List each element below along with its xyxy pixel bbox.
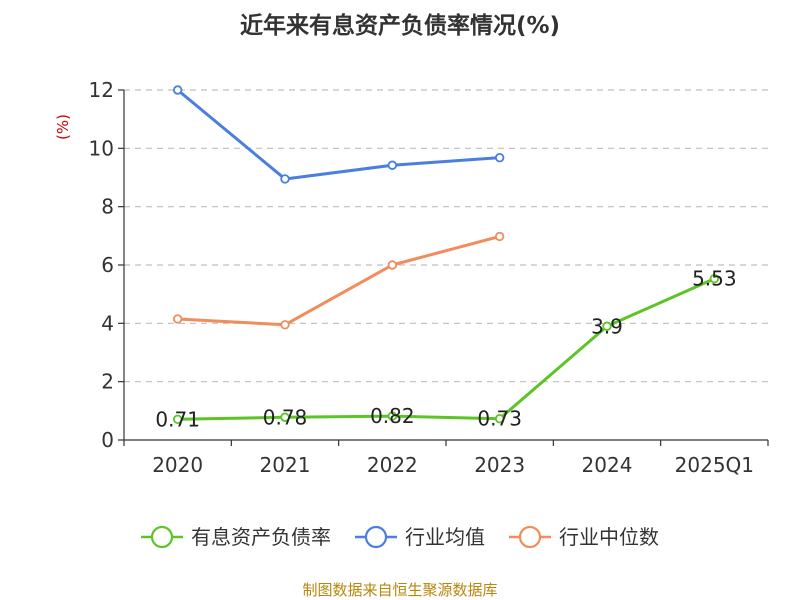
- data-label: 3.9: [591, 314, 623, 338]
- data-point: [709, 274, 720, 284]
- series-line: [176, 88, 502, 181]
- y-tick-label: 6: [101, 253, 114, 277]
- data-point: [280, 320, 290, 330]
- y-tick-label: 0: [101, 428, 114, 452]
- legend-swatch-marker: [518, 525, 542, 549]
- legend-swatch-marker: [150, 525, 174, 549]
- axes: 0 2 4 6 8 10 12 2020 2021 2022 2023 2024 2025Q1: [89, 78, 769, 477]
- data-point: [280, 174, 290, 184]
- series-lines: [172, 85, 720, 424]
- legend-item: 有息资产负债率: [141, 525, 331, 549]
- legend-item: 行业中位数: [509, 525, 659, 549]
- data-label: 0.71: [155, 407, 200, 431]
- x-tick-label: 2021: [260, 453, 311, 477]
- y-axis-unit: (%): [54, 114, 72, 140]
- data-point: [172, 85, 183, 95]
- x-tick-label: 2025Q1: [675, 453, 754, 477]
- data-point: [602, 321, 612, 331]
- data-label: 0.78: [263, 405, 308, 429]
- y-tick-label: 8: [101, 195, 114, 219]
- series-line: [176, 234, 502, 327]
- legend: 有息资产负债率 行业均值 行业中位数: [141, 525, 659, 549]
- data-label: 5.53: [692, 267, 737, 291]
- data-point: [387, 160, 398, 170]
- legend-swatch-marker: [364, 525, 388, 549]
- data-label: 0.82: [370, 404, 415, 428]
- x-tick-label: 2022: [367, 453, 418, 477]
- source-note: 制图数据来自恒生聚源数据库: [302, 581, 497, 599]
- data-labels: 0.71 0.78 0.82 0.73 3.9 5.53: [155, 267, 736, 432]
- data-point: [280, 412, 290, 422]
- x-tick-label: 2024: [582, 453, 633, 477]
- series-line: [176, 277, 716, 421]
- x-tick-label: 2023: [474, 453, 525, 477]
- data-point: [387, 260, 398, 270]
- y-tick-label: 2: [101, 370, 114, 394]
- data-point: [387, 411, 398, 421]
- data-point: [172, 414, 183, 424]
- y-tick-label: 10: [89, 136, 114, 160]
- data-label: 0.73: [477, 407, 522, 431]
- x-tick-label: 2020: [152, 453, 203, 477]
- data-point: [494, 152, 505, 163]
- legend-item: 行业均值: [355, 525, 485, 549]
- legend-label: 行业中位数: [559, 525, 659, 549]
- legend-label: 行业均值: [405, 525, 485, 549]
- data-point: [172, 314, 183, 324]
- data-point: [494, 414, 505, 424]
- data-point: [494, 231, 505, 242]
- y-tick-label: 12: [89, 78, 114, 102]
- grid-lines: [124, 89, 768, 383]
- legend-label: 有息资产负债率: [191, 525, 331, 549]
- chart-title: 近年来有息资产负债率情况(%): [240, 12, 560, 39]
- y-tick-label: 4: [101, 311, 114, 335]
